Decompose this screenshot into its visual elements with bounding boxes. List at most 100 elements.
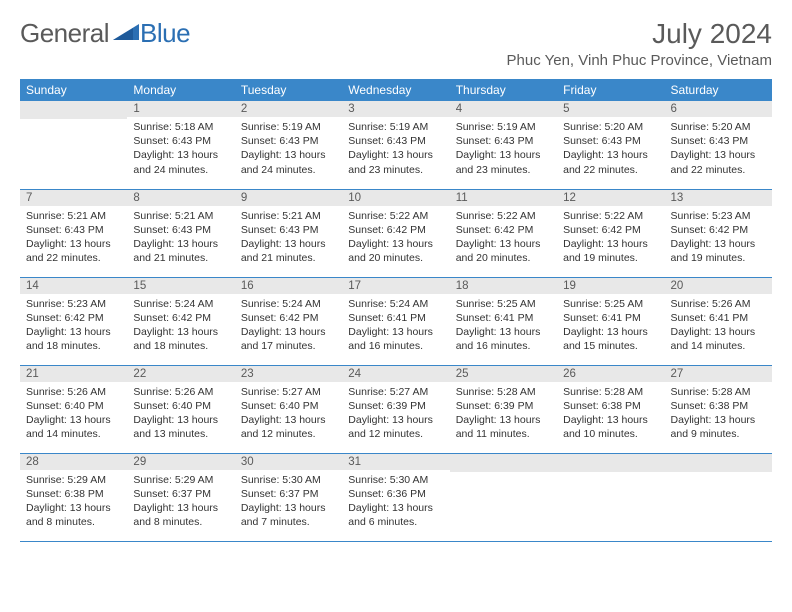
day-details: Sunrise: 5:18 AMSunset: 6:43 PMDaylight:…	[127, 117, 234, 183]
day-header: Saturday	[665, 79, 772, 101]
sunrise-text: Sunrise: 5:26 AM	[26, 385, 121, 399]
sunrise-text: Sunrise: 5:22 AM	[563, 209, 658, 223]
daylight-line2: and 13 minutes.	[133, 427, 228, 441]
daylight-line1: Daylight: 13 hours	[563, 237, 658, 251]
calendar-week-row: 14Sunrise: 5:23 AMSunset: 6:42 PMDayligh…	[20, 277, 772, 365]
location-text: Phuc Yen, Vinh Phuc Province, Vietnam	[507, 52, 772, 69]
day-details: Sunrise: 5:20 AMSunset: 6:43 PMDaylight:…	[557, 117, 664, 183]
sunset-text: Sunset: 6:43 PM	[456, 134, 551, 148]
day-number: 7	[20, 190, 127, 206]
calendar-day-cell: 18Sunrise: 5:25 AMSunset: 6:41 PMDayligh…	[450, 277, 557, 365]
day-details: Sunrise: 5:19 AMSunset: 6:43 PMDaylight:…	[342, 117, 449, 183]
day-number: 29	[127, 454, 234, 470]
calendar-week-row: 28Sunrise: 5:29 AMSunset: 6:38 PMDayligh…	[20, 453, 772, 541]
sunrise-text: Sunrise: 5:29 AM	[26, 473, 121, 487]
day-details: Sunrise: 5:24 AMSunset: 6:41 PMDaylight:…	[342, 294, 449, 360]
daylight-line1: Daylight: 13 hours	[133, 148, 228, 162]
sunrise-text: Sunrise: 5:27 AM	[241, 385, 336, 399]
daylight-line1: Daylight: 13 hours	[133, 237, 228, 251]
daylight-line1: Daylight: 13 hours	[563, 148, 658, 162]
daylight-line2: and 22 minutes.	[671, 163, 766, 177]
day-number: 16	[235, 278, 342, 294]
sunrise-text: Sunrise: 5:23 AM	[26, 297, 121, 311]
calendar-day-cell: 21Sunrise: 5:26 AMSunset: 6:40 PMDayligh…	[20, 365, 127, 453]
sunset-text: Sunset: 6:38 PM	[563, 399, 658, 413]
sunrise-text: Sunrise: 5:22 AM	[348, 209, 443, 223]
daylight-line2: and 10 minutes.	[563, 427, 658, 441]
sunset-text: Sunset: 6:41 PM	[563, 311, 658, 325]
sunset-text: Sunset: 6:42 PM	[563, 223, 658, 237]
calendar-day-cell: 12Sunrise: 5:22 AMSunset: 6:42 PMDayligh…	[557, 189, 664, 277]
calendar-week-row: 21Sunrise: 5:26 AMSunset: 6:40 PMDayligh…	[20, 365, 772, 453]
daylight-line2: and 22 minutes.	[563, 163, 658, 177]
sunset-text: Sunset: 6:41 PM	[671, 311, 766, 325]
day-details: Sunrise: 5:27 AMSunset: 6:39 PMDaylight:…	[342, 382, 449, 448]
day-number: 5	[557, 101, 664, 117]
day-number: 17	[342, 278, 449, 294]
day-number: 30	[235, 454, 342, 470]
sunset-text: Sunset: 6:43 PM	[133, 134, 228, 148]
day-number: 22	[127, 366, 234, 382]
sunset-text: Sunset: 6:36 PM	[348, 487, 443, 501]
daylight-line1: Daylight: 13 hours	[133, 325, 228, 339]
day-details: Sunrise: 5:26 AMSunset: 6:40 PMDaylight:…	[20, 382, 127, 448]
daylight-line2: and 16 minutes.	[348, 339, 443, 353]
daylight-line1: Daylight: 13 hours	[26, 413, 121, 427]
day-details: Sunrise: 5:26 AMSunset: 6:41 PMDaylight:…	[665, 294, 772, 360]
day-details	[665, 472, 772, 522]
calendar-day-cell	[450, 453, 557, 541]
daylight-line1: Daylight: 13 hours	[456, 325, 551, 339]
day-number: 3	[342, 101, 449, 117]
sunset-text: Sunset: 6:42 PM	[133, 311, 228, 325]
sunrise-text: Sunrise: 5:21 AM	[133, 209, 228, 223]
calendar-day-cell: 11Sunrise: 5:22 AMSunset: 6:42 PMDayligh…	[450, 189, 557, 277]
day-header: Monday	[127, 79, 234, 101]
daylight-line1: Daylight: 13 hours	[671, 325, 766, 339]
sunset-text: Sunset: 6:43 PM	[348, 134, 443, 148]
day-number: 19	[557, 278, 664, 294]
day-details: Sunrise: 5:21 AMSunset: 6:43 PMDaylight:…	[20, 206, 127, 272]
day-details	[557, 472, 664, 522]
daylight-line1: Daylight: 13 hours	[26, 501, 121, 515]
day-number: 27	[665, 366, 772, 382]
calendar-day-cell: 29Sunrise: 5:29 AMSunset: 6:37 PMDayligh…	[127, 453, 234, 541]
day-details: Sunrise: 5:29 AMSunset: 6:38 PMDaylight:…	[20, 470, 127, 536]
day-details: Sunrise: 5:28 AMSunset: 6:38 PMDaylight:…	[665, 382, 772, 448]
sunrise-text: Sunrise: 5:19 AM	[241, 120, 336, 134]
day-details: Sunrise: 5:21 AMSunset: 6:43 PMDaylight:…	[235, 206, 342, 272]
daylight-line1: Daylight: 13 hours	[241, 501, 336, 515]
calendar-day-cell: 25Sunrise: 5:28 AMSunset: 6:39 PMDayligh…	[450, 365, 557, 453]
day-number	[557, 454, 664, 472]
sunset-text: Sunset: 6:37 PM	[133, 487, 228, 501]
sunrise-text: Sunrise: 5:22 AM	[456, 209, 551, 223]
day-number: 10	[342, 190, 449, 206]
logo-triangle-icon	[113, 22, 139, 40]
calendar-day-cell	[20, 101, 127, 189]
sunrise-text: Sunrise: 5:25 AM	[456, 297, 551, 311]
calendar-day-cell: 13Sunrise: 5:23 AMSunset: 6:42 PMDayligh…	[665, 189, 772, 277]
sunset-text: Sunset: 6:38 PM	[671, 399, 766, 413]
sunrise-text: Sunrise: 5:19 AM	[456, 120, 551, 134]
day-details: Sunrise: 5:30 AMSunset: 6:37 PMDaylight:…	[235, 470, 342, 536]
sunset-text: Sunset: 6:42 PM	[456, 223, 551, 237]
calendar-table: SundayMondayTuesdayWednesdayThursdayFrid…	[20, 79, 772, 542]
sunrise-text: Sunrise: 5:26 AM	[671, 297, 766, 311]
sunset-text: Sunset: 6:42 PM	[241, 311, 336, 325]
calendar-day-cell: 9Sunrise: 5:21 AMSunset: 6:43 PMDaylight…	[235, 189, 342, 277]
day-number: 31	[342, 454, 449, 470]
day-number: 4	[450, 101, 557, 117]
day-details: Sunrise: 5:28 AMSunset: 6:38 PMDaylight:…	[557, 382, 664, 448]
daylight-line2: and 8 minutes.	[133, 515, 228, 529]
daylight-line2: and 21 minutes.	[133, 251, 228, 265]
day-number: 13	[665, 190, 772, 206]
sunset-text: Sunset: 6:37 PM	[241, 487, 336, 501]
day-header: Thursday	[450, 79, 557, 101]
sunrise-text: Sunrise: 5:20 AM	[563, 120, 658, 134]
sunset-text: Sunset: 6:43 PM	[133, 223, 228, 237]
sunrise-text: Sunrise: 5:25 AM	[563, 297, 658, 311]
sunrise-text: Sunrise: 5:21 AM	[26, 209, 121, 223]
daylight-line1: Daylight: 13 hours	[241, 413, 336, 427]
sunset-text: Sunset: 6:43 PM	[26, 223, 121, 237]
sunrise-text: Sunrise: 5:24 AM	[133, 297, 228, 311]
daylight-line1: Daylight: 13 hours	[348, 413, 443, 427]
